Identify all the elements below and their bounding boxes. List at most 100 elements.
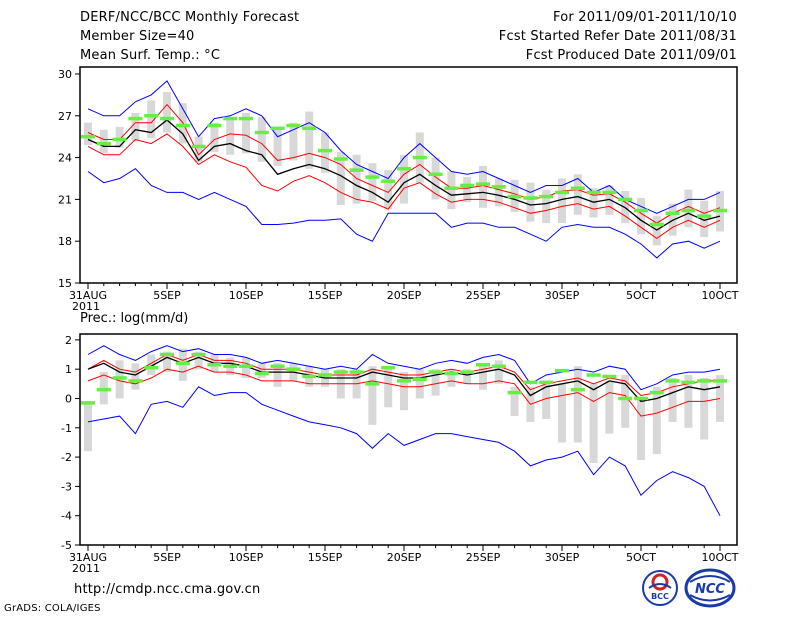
variable-label: Mean Surf. Temp.: °C xyxy=(80,48,221,63)
spread-bar xyxy=(589,383,598,463)
spread-bar xyxy=(463,177,472,203)
spread-bar xyxy=(526,182,535,222)
x-tick-label: 20SEP xyxy=(387,551,422,564)
forecast-produced-label: Fcst Produced Date 2011/09/01 xyxy=(525,48,737,63)
spread-bar xyxy=(415,369,424,399)
spread-bar xyxy=(573,366,582,443)
spread-bar xyxy=(431,369,440,396)
y-tick-label: 24 xyxy=(58,152,72,165)
y-tick-label: 30 xyxy=(58,68,72,81)
spread-bar xyxy=(447,171,456,210)
spread-bar xyxy=(257,363,266,378)
spread-bar xyxy=(163,351,171,373)
x-tick-label: 25SEP xyxy=(466,289,501,302)
spread-bar xyxy=(463,369,472,384)
x-tick-label: 10OCT xyxy=(701,551,738,564)
spread-bar xyxy=(542,189,551,224)
plot-frame-1 xyxy=(79,66,738,284)
y-tick-label: 0 xyxy=(65,392,72,405)
x-tick-label: 5OCT xyxy=(626,289,656,302)
x-tick-year: 2011 xyxy=(72,300,100,313)
x-tick-label: 10OCT xyxy=(701,289,738,302)
spread-bar xyxy=(684,189,693,228)
forecast-start-label: Fcst Started Refer Date 2011/08/31 xyxy=(498,29,737,44)
spread-bar xyxy=(652,386,661,455)
series-lower-line xyxy=(87,133,721,240)
x-tick-label: 31AUG xyxy=(69,289,107,302)
ncc-logo-text: NCC xyxy=(695,582,725,597)
forecast-period-label: For 2011/09/01-2011/10/10 xyxy=(553,10,737,25)
bcc-logo: BCC xyxy=(642,570,678,606)
spread-bar xyxy=(321,132,329,173)
spread-bar xyxy=(605,380,614,434)
x-tick-label: 15SEP xyxy=(308,551,343,564)
member-size-label: Member Size=40 xyxy=(80,29,195,44)
spread-bar xyxy=(273,129,282,166)
spread-bar xyxy=(668,377,677,422)
spread-bar xyxy=(163,92,171,133)
x-tick-label: 5SEP xyxy=(153,289,181,302)
spread-bar xyxy=(194,136,203,162)
x-tick-label: 5SEP xyxy=(153,551,181,564)
spread-bar xyxy=(305,111,314,169)
spread-bar xyxy=(194,351,203,370)
spread-bar xyxy=(494,360,503,384)
spread-bar xyxy=(257,117,266,162)
spread-bar xyxy=(242,112,250,154)
x-tick-label: 25SEP xyxy=(466,551,501,564)
precip-variable-label: Prec.: log(mm/d) xyxy=(80,311,188,326)
spread-bar xyxy=(700,377,709,440)
spread-bar xyxy=(479,363,487,390)
spread-bar xyxy=(84,122,92,146)
x-tick-label: 5OCT xyxy=(626,551,656,564)
series-mean-line xyxy=(87,356,721,403)
spread-bar xyxy=(131,112,140,141)
chart-title: DERF/NCC/BCC Monthly Forecast xyxy=(80,10,300,25)
x-tick-label: 20SEP xyxy=(387,289,422,302)
y-tick-label: -1 xyxy=(61,422,72,435)
spread-bar xyxy=(400,372,408,411)
spread-bar xyxy=(400,154,408,204)
grads-credit: GrADS: COLA/IGES xyxy=(4,603,101,614)
spread-bar xyxy=(273,363,282,387)
spread-bar xyxy=(226,117,235,155)
x-tick-year: 2011 xyxy=(72,562,100,575)
source-url[interactable]: http://cmdp.ncc.cma.gov.cn xyxy=(74,582,261,597)
y-tick-label: -3 xyxy=(61,480,72,493)
y-tick-label: 2 xyxy=(65,334,72,347)
spread-bar xyxy=(352,154,361,204)
x-tick-label: 31AUG xyxy=(69,551,107,564)
spread-bar xyxy=(384,369,393,408)
spread-bar xyxy=(589,188,598,218)
y-tick-label: 15 xyxy=(58,277,72,290)
spread-bar xyxy=(637,197,645,235)
spread-bar xyxy=(368,366,377,425)
spread-bar xyxy=(494,178,503,207)
spread-bar xyxy=(115,126,124,148)
bcc-logo-text: BCC xyxy=(651,592,669,601)
spread-bar xyxy=(510,386,519,417)
x-tick-label: 15SEP xyxy=(308,289,343,302)
series-mean-line xyxy=(87,119,721,231)
agency-logos: BCC NCC xyxy=(642,568,736,608)
x-tick-label: 10SEP xyxy=(229,289,264,302)
spread-bar xyxy=(84,404,92,452)
spread-bar xyxy=(479,165,487,208)
x-tick-label: 10SEP xyxy=(229,551,264,564)
spread-bar xyxy=(447,369,456,387)
spread-bar xyxy=(542,380,551,419)
series-min-line xyxy=(87,168,721,259)
spread-bar xyxy=(368,163,377,201)
y-tick-label: 18 xyxy=(58,235,72,248)
y-tick-label: -5 xyxy=(61,539,72,552)
series-max-line xyxy=(87,80,721,214)
spread-bar xyxy=(289,122,298,161)
spread-bar xyxy=(558,178,566,224)
y-tick-label: 27 xyxy=(58,110,72,123)
x-tick-label: 30SEP xyxy=(545,551,580,564)
spread-bar xyxy=(558,383,566,443)
spread-bar xyxy=(384,170,393,210)
y-tick-label: 21 xyxy=(58,193,72,206)
y-tick-label: 1 xyxy=(65,363,72,376)
